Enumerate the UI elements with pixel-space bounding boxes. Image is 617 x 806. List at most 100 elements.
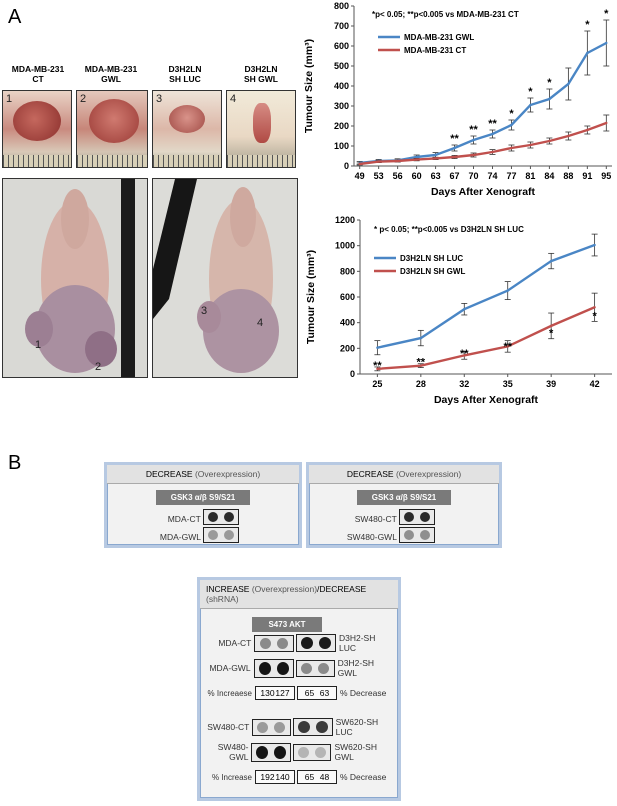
data-point: [605, 121, 608, 125]
blot-box-gsk3-sw480: DECREASE (Overexpression) GSK3 α/β S9/S2…: [306, 462, 502, 548]
mouse-number-3: 3: [201, 305, 208, 317]
y-tick-label: 0: [344, 161, 349, 171]
data-point: [567, 82, 570, 86]
significance-note: * p< 0.05; **p<0.005 vs D3H2LN SH LUC: [374, 225, 524, 234]
tumour-growth-chart-d3h2ln: 0 200 400 600 800 1000 1200 25 28 32 35 39 42 Days Af…: [305, 215, 612, 406]
significance-mark: **: [488, 118, 497, 130]
x-tick-label: 53: [374, 171, 384, 181]
x-tick-label: 84: [544, 171, 554, 181]
y-tick-label: 600: [334, 41, 349, 51]
data-point: [415, 158, 418, 161]
photo-number-4: 4: [230, 93, 237, 105]
significance-mark: *: [604, 8, 609, 20]
data-point: [506, 289, 509, 292]
blot-box-header: INCREASE (Overexpression)/DECREASE (shRN…: [200, 580, 398, 609]
data-point: [548, 97, 551, 101]
blot-target-label: S473 AKT: [252, 617, 322, 632]
blot-group-mda-d3h2: MDA-CT D3H2-SH LUC MDA-GWL D3H2-SH GWL %…: [204, 632, 394, 702]
significance-mark: *: [592, 310, 597, 322]
significance-mark: **: [373, 360, 382, 372]
legend-label: MDA-MB-231 CT: [404, 46, 466, 55]
blot-box-header: DECREASE (Overexpression): [107, 465, 299, 484]
blot-dot: [300, 637, 313, 649]
x-axis-label: Days After Xenograft: [431, 186, 536, 198]
panel-label-b: B: [8, 452, 22, 474]
series-line-primary: [377, 243, 596, 349]
significance-mark: **: [417, 357, 426, 369]
blot-row: SW480-CT SW620-SH LUC: [207, 717, 379, 737]
data-point: [510, 146, 513, 150]
x-tick-label: 74: [487, 171, 497, 181]
blot-dot: [315, 721, 328, 733]
mouse-photo-right: 3 4: [152, 178, 298, 378]
y-tick-label: 600: [340, 292, 355, 302]
panel-label-a: A: [8, 6, 22, 28]
data-point: [472, 138, 475, 142]
tumor-photo-1: 1: [2, 90, 72, 168]
significance-mark: **: [469, 124, 478, 136]
photo-number-1: 1: [6, 93, 13, 105]
data-point: [434, 157, 437, 160]
blot-dot: [260, 637, 272, 649]
x-tick-label: 32: [459, 379, 469, 389]
blot-dot: [420, 512, 430, 522]
x-tick-label: 35: [503, 379, 513, 389]
tumor-photo-3: 3: [152, 90, 222, 168]
series-line-secondary: [359, 121, 607, 166]
blot-dot: [257, 721, 269, 733]
significance-mark: **: [450, 133, 459, 145]
data-point: [605, 41, 608, 45]
data-point: [549, 324, 553, 328]
y-tick-label: 1000: [335, 241, 355, 251]
data-point: [491, 150, 494, 154]
data-point: [548, 139, 551, 143]
blot-box-akt: INCREASE (Overexpression)/DECREASE (shRN…: [197, 577, 401, 801]
y-tick-label: 500: [334, 61, 349, 71]
mouse-number-2: 2: [95, 361, 102, 373]
blot-row: MDA-GWL: [160, 527, 239, 543]
data-point: [567, 134, 570, 138]
series-line-secondary: [377, 306, 596, 371]
y-axis-label: Tumour Size (mm³): [303, 39, 315, 133]
significance-mark: *: [547, 77, 552, 89]
blot-row: SW480-GWL SW620-SH GWL: [217, 742, 377, 762]
blot-box-gsk3-mda: DECREASE (Overexpression) GSK3 α/β S9/S2…: [104, 462, 302, 548]
y-tick-label: 200: [340, 343, 355, 353]
y-tick-label: 0: [350, 369, 355, 379]
tumor-photo-4: 4: [226, 90, 296, 168]
y-tick-label: 700: [334, 21, 349, 31]
data-point: [510, 123, 513, 127]
data-point: [593, 243, 596, 247]
data-point: [419, 336, 423, 340]
blot-row: MDA-CT D3H2-SH LUC: [218, 633, 376, 653]
significance-note: *p< 0.05; **p<0.005 vs MDA-MB-231 CT: [372, 10, 519, 19]
blot-dot: [208, 530, 218, 540]
quantification-row: % Increase 192 140 65 48 % Decrease: [211, 770, 387, 784]
blot-row: SW480-CT: [355, 509, 435, 525]
blot-row: MDA-GWL D3H2-SH GWL: [209, 658, 375, 678]
tumor-label-4: D3H2LN SH GWL: [244, 64, 278, 84]
data-point: [463, 307, 466, 311]
data-point: [376, 367, 379, 371]
significance-mark: *: [585, 19, 590, 31]
x-tick-label: 91: [582, 171, 592, 181]
y-tick-label: 800: [334, 1, 349, 11]
y-tick-label: 400: [334, 81, 349, 91]
blot-dot: [297, 721, 310, 733]
x-tick-label: 39: [546, 379, 556, 389]
blot-dot: [274, 721, 286, 733]
data-point: [419, 364, 423, 367]
x-tick-label: 81: [525, 171, 535, 181]
tumor-label-1: MDA-MB-231 CT: [11, 64, 65, 84]
tumour-growth-chart-mda: 0 100 200 300 400 500 600 700 800 49 53 56 60 63 67 70 7…: [303, 1, 612, 198]
x-tick-label: 49: [355, 171, 365, 181]
significance-mark: *: [509, 108, 514, 120]
data-point: [586, 51, 589, 55]
blot-dot: [298, 746, 310, 758]
significance-mark: *: [549, 328, 554, 340]
x-tick-label: 28: [416, 379, 426, 389]
series-line-primary: [359, 41, 607, 165]
legend-label: D3H2LN SH LUC: [400, 254, 463, 263]
blot-dot: [318, 662, 330, 674]
x-tick-label: 42: [590, 379, 600, 389]
